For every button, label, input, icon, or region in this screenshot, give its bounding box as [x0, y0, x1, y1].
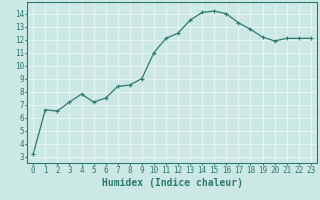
X-axis label: Humidex (Indice chaleur): Humidex (Indice chaleur) [101, 178, 243, 188]
